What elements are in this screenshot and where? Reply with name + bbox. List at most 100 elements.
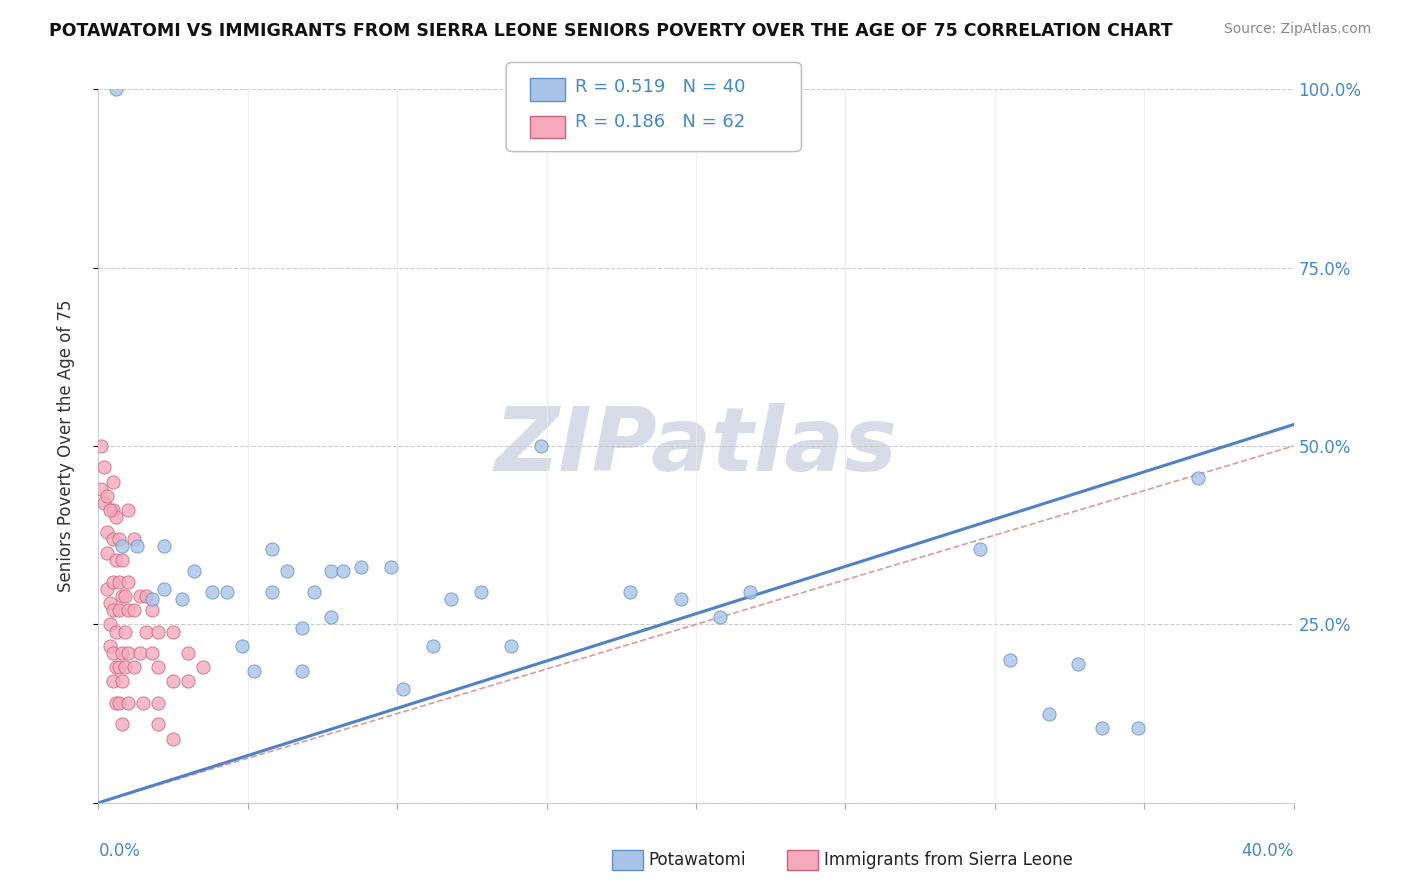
Point — [231, 639, 253, 653]
Point — [201, 585, 224, 599]
Point — [177, 646, 200, 660]
Point — [117, 574, 139, 589]
Point — [162, 674, 184, 689]
Point — [1038, 706, 1060, 721]
Point — [103, 574, 125, 589]
Point — [124, 660, 146, 674]
Point — [90, 439, 112, 453]
Point — [350, 560, 373, 574]
Point — [124, 532, 146, 546]
Point — [103, 532, 125, 546]
Point — [105, 82, 128, 96]
Point — [124, 603, 146, 617]
Point — [172, 592, 194, 607]
Point — [177, 674, 200, 689]
Point — [499, 639, 522, 653]
Point — [93, 496, 115, 510]
Point — [105, 510, 128, 524]
Point — [100, 503, 122, 517]
Point — [114, 589, 136, 603]
Text: R = 0.186   N = 62: R = 0.186 N = 62 — [575, 113, 745, 131]
Point — [103, 646, 125, 660]
Point — [422, 639, 444, 653]
Point — [105, 624, 128, 639]
Y-axis label: Seniors Poverty Over the Age of 75: Seniors Poverty Over the Age of 75 — [56, 300, 75, 592]
Point — [291, 664, 314, 678]
Point — [129, 589, 152, 603]
Point — [105, 696, 128, 710]
Point — [321, 564, 343, 578]
Point — [183, 564, 205, 578]
Point — [117, 696, 139, 710]
Point — [148, 624, 170, 639]
Point — [440, 592, 463, 607]
Point — [260, 585, 283, 599]
Point — [243, 664, 266, 678]
Point — [111, 674, 134, 689]
Point — [114, 660, 136, 674]
Point — [135, 589, 157, 603]
Point — [108, 660, 131, 674]
Point — [96, 582, 118, 596]
Point — [100, 617, 122, 632]
Point — [141, 603, 163, 617]
Text: Potawatomi: Potawatomi — [648, 851, 745, 869]
Point — [669, 592, 692, 607]
Point — [93, 460, 115, 475]
Point — [111, 717, 134, 731]
Point — [111, 589, 134, 603]
Point — [103, 475, 125, 489]
Point — [117, 603, 139, 617]
Point — [162, 624, 184, 639]
Point — [127, 539, 149, 553]
Point — [100, 596, 122, 610]
Point — [1128, 721, 1150, 735]
Text: Source: ZipAtlas.com: Source: ZipAtlas.com — [1223, 22, 1371, 37]
Point — [100, 639, 122, 653]
Point — [1067, 657, 1090, 671]
Point — [108, 696, 131, 710]
Text: 40.0%: 40.0% — [1241, 842, 1294, 860]
Point — [108, 603, 131, 617]
Point — [129, 646, 152, 660]
Point — [260, 542, 283, 557]
Point — [141, 646, 163, 660]
Point — [105, 553, 128, 567]
Point — [114, 624, 136, 639]
Point — [215, 585, 238, 599]
Point — [132, 696, 155, 710]
Point — [153, 539, 176, 553]
Point — [117, 646, 139, 660]
Text: POTAWATOMI VS IMMIGRANTS FROM SIERRA LEONE SENIORS POVERTY OVER THE AGE OF 75 CO: POTAWATOMI VS IMMIGRANTS FROM SIERRA LEO… — [49, 22, 1173, 40]
Point — [96, 489, 118, 503]
Point — [111, 539, 134, 553]
Point — [380, 560, 402, 574]
Point — [148, 717, 170, 731]
Point — [470, 585, 492, 599]
Point — [135, 624, 157, 639]
Point — [148, 660, 170, 674]
Point — [709, 610, 731, 624]
Text: R = 0.519   N = 40: R = 0.519 N = 40 — [575, 78, 745, 95]
Point — [111, 553, 134, 567]
Point — [276, 564, 298, 578]
Point — [148, 696, 170, 710]
Point — [103, 503, 125, 517]
Point — [117, 503, 139, 517]
Text: Immigrants from Sierra Leone: Immigrants from Sierra Leone — [824, 851, 1073, 869]
Text: ZIPatlas: ZIPatlas — [495, 402, 897, 490]
Text: 0.0%: 0.0% — [98, 842, 141, 860]
Point — [96, 524, 118, 539]
Point — [1187, 471, 1209, 485]
Point — [90, 482, 112, 496]
Point — [619, 585, 641, 599]
Point — [111, 646, 134, 660]
Point — [108, 574, 131, 589]
Point — [105, 660, 128, 674]
Point — [96, 546, 118, 560]
Point — [1091, 721, 1114, 735]
Point — [392, 681, 415, 696]
Point — [103, 603, 125, 617]
Point — [738, 585, 761, 599]
Point — [302, 585, 325, 599]
